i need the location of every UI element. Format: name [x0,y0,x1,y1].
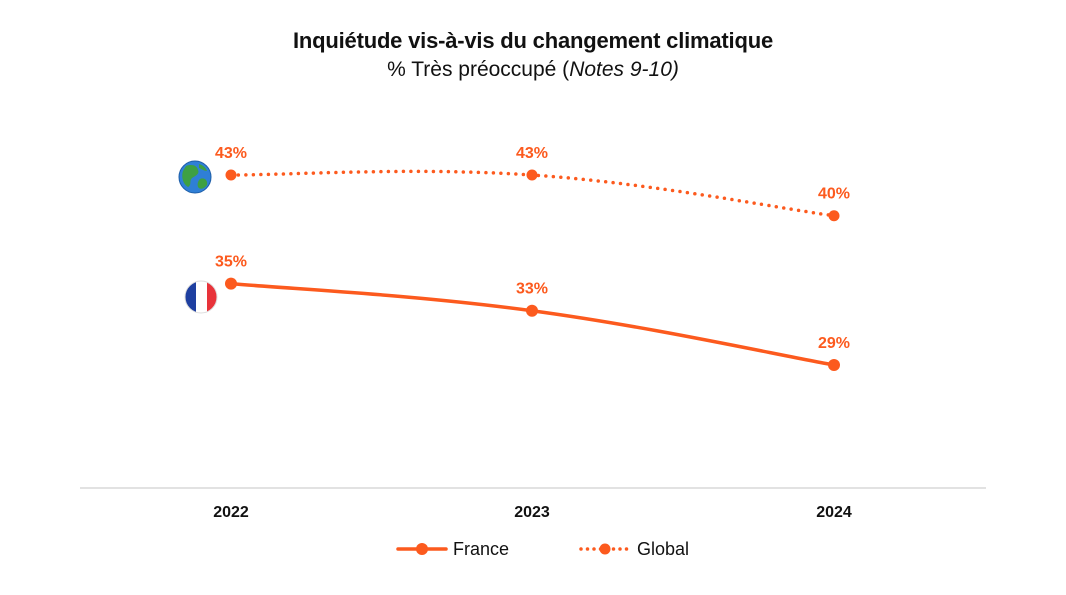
legend: France Global [396,539,689,559]
france-label-2022: 35% [215,254,247,271]
legend-global-label: Global [637,539,689,559]
x-axis-ticks: 2022 2023 2024 [213,504,852,521]
legend-france-marker [416,543,428,555]
global-point-2022 [225,169,237,181]
plot-layer: 43% 43% 40% 35% 33% 29% [215,145,850,371]
subtitle-main: % Très préoccupé ( [387,58,570,81]
france-point-2022 [225,277,237,290]
france-label-2024: 29% [818,335,850,352]
global-point-2024 [828,210,840,222]
chart-title: Inquiétude vis-à-vis du changement clima… [293,28,773,53]
globe-icon [178,160,212,194]
x-tick-2023: 2023 [514,504,550,521]
france-point-2024 [828,359,840,371]
legend-france-label: France [453,539,509,559]
x-tick-2024: 2024 [816,504,852,521]
subtitle-italic: Notes 9-10) [569,58,679,81]
global-label-2023: 43% [516,145,548,162]
france-flag-icon [184,280,218,314]
france-label-2023: 33% [516,281,548,298]
france-point-2023 [526,304,538,317]
global-label-2022: 43% [215,145,247,162]
legend-global-marker [599,543,611,555]
chart-subtitle: % Très préoccupé (Notes 9-10) [0,58,1066,82]
x-tick-2022: 2022 [213,504,249,521]
global-label-2024: 40% [818,186,850,203]
global-point-2023 [526,169,538,181]
